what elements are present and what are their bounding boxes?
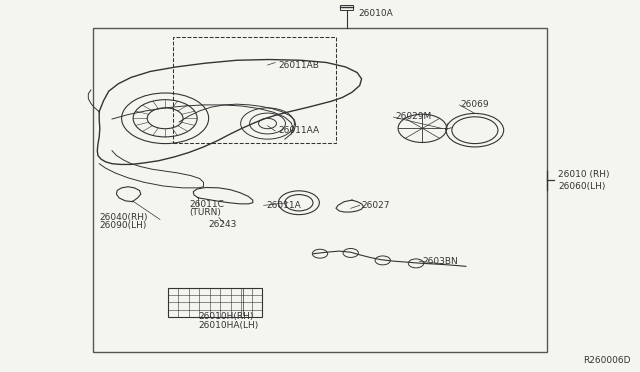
- Bar: [168, 288, 262, 317]
- Text: 26243: 26243: [209, 220, 237, 229]
- Text: 2603BN: 2603BN: [422, 257, 458, 266]
- Bar: [340, 5, 353, 10]
- Text: 26010A: 26010A: [358, 9, 393, 17]
- Text: 26010 (RH): 26010 (RH): [558, 170, 609, 179]
- Text: (TURN): (TURN): [189, 208, 221, 217]
- Bar: [93, 28, 547, 352]
- Text: 26029M: 26029M: [396, 112, 432, 121]
- Text: 26011C: 26011C: [189, 200, 224, 209]
- Text: 26011AB: 26011AB: [278, 61, 319, 70]
- Text: 26011A: 26011A: [266, 201, 301, 210]
- Text: 26090(LH): 26090(LH): [99, 221, 147, 230]
- Text: 26010HA(LH): 26010HA(LH): [198, 321, 259, 330]
- Text: 26060(LH): 26060(LH): [558, 182, 605, 190]
- Text: 26011AA: 26011AA: [278, 126, 319, 135]
- Text: 26069: 26069: [461, 100, 490, 109]
- Text: 26040(RH): 26040(RH): [99, 213, 148, 222]
- Text: 26027: 26027: [362, 201, 390, 210]
- Text: R260006D: R260006D: [583, 356, 630, 365]
- Text: 26010H(RH): 26010H(RH): [198, 312, 254, 321]
- Bar: [173, 37, 336, 143]
